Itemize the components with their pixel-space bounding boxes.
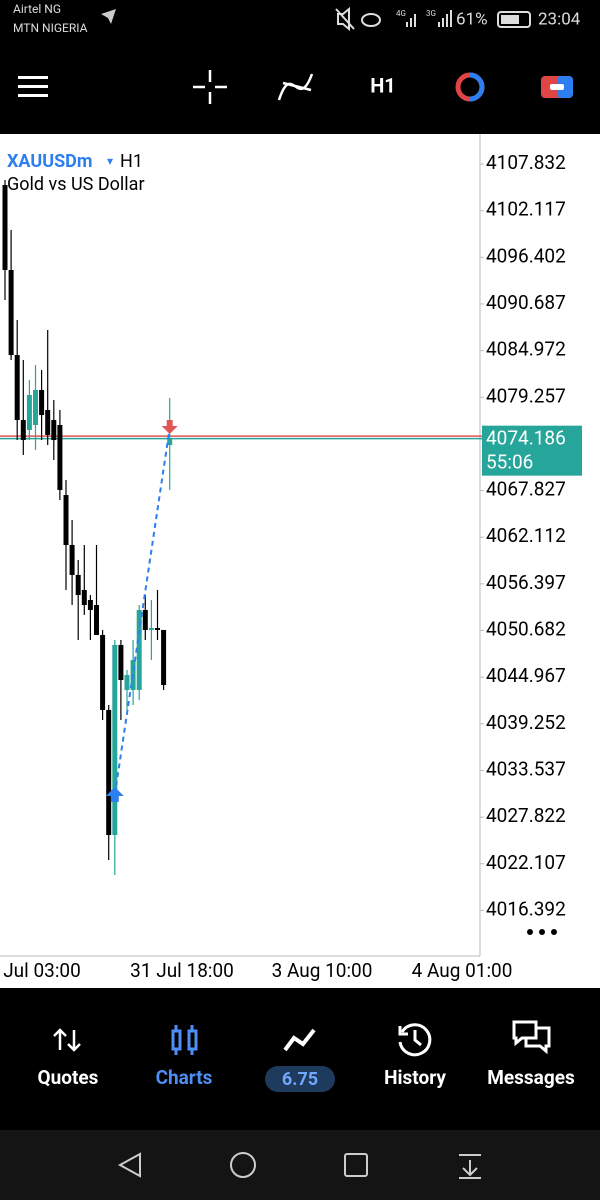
candle-body: [75, 574, 81, 596]
candle-body: [20, 420, 26, 441]
quotes-icon: [53, 1028, 81, 1052]
network: 4G: [396, 9, 406, 18]
y-tick-label: 4079.257: [486, 384, 566, 407]
battery: 61%: [456, 9, 488, 29]
candle-body: [45, 409, 51, 435]
more-button[interactable]: [527, 929, 557, 935]
bid-price: 4074.186: [486, 427, 566, 450]
candle-body: [69, 544, 75, 575]
mute-icon: [335, 6, 355, 32]
signal-icons: [406, 10, 452, 27]
candle-body: [118, 644, 124, 681]
candle-body: [94, 604, 99, 636]
messages-icon: [512, 1020, 551, 1055]
candle-body: [148, 628, 154, 630]
price-label-box: [482, 425, 582, 476]
nav-messages[interactable]: Messages: [487, 1066, 575, 1089]
candle-body: [106, 709, 112, 836]
candle-body: [33, 389, 38, 425]
nav-charts[interactable]: Charts: [156, 1066, 213, 1089]
trade-button-half: [469, 72, 485, 102]
candle-body: [161, 629, 167, 685]
buy-arrow: [105, 787, 124, 803]
candle-body: [14, 355, 20, 421]
nav-quotes[interactable]: Quotes: [38, 1066, 99, 1089]
charts-icon: [171, 1025, 198, 1055]
y-tick-label: 4050.682: [486, 618, 566, 641]
nav-history[interactable]: History: [384, 1066, 446, 1089]
trade-line: [113, 427, 171, 796]
candle-body: [39, 389, 45, 416]
x-tick-label: Jul 03:00: [3, 959, 81, 982]
y-tick-label: 4039.252: [486, 711, 566, 734]
y-tick-label: 4016.392: [486, 897, 566, 920]
y-tick-label: 4067.827: [486, 478, 566, 501]
system-nav: [0, 1130, 600, 1200]
y-tick-label: 4022.107: [486, 851, 566, 874]
nav-balance[interactable]: 6.75: [282, 1069, 318, 1090]
timeframe-button[interactable]: H1: [370, 73, 396, 97]
candle-body: [26, 394, 32, 430]
candle-body: [57, 424, 63, 490]
candle-body: [167, 437, 173, 445]
y-tick-label: 4084.972: [486, 338, 566, 361]
history-icon: [398, 1023, 432, 1057]
y-tick-label: 4090.687: [486, 291, 566, 314]
candle-body: [136, 609, 142, 690]
candle-body: [2, 185, 8, 270]
back-button[interactable]: [117, 1152, 141, 1178]
balance-pill: [265, 1066, 335, 1092]
y-tick-label: 4033.537: [486, 757, 566, 780]
candle-body: [112, 644, 118, 836]
symbol-menu[interactable]: ▾: [107, 154, 113, 168]
candle-body: [81, 589, 87, 605]
candle-body: [142, 609, 148, 630]
home-button[interactable]: [230, 1152, 256, 1178]
orders-button-half: [557, 76, 573, 98]
x-tick-label: 3 Aug 10:00: [272, 959, 373, 982]
chart-timeframe: H1: [120, 151, 143, 172]
candle-body: [63, 495, 69, 545]
candle-body: [124, 675, 130, 690]
battery-icon: [497, 11, 531, 28]
y-tick-label: 4056.397: [486, 571, 566, 594]
indicators-button[interactable]: [277, 73, 314, 101]
candle-body: [100, 635, 106, 710]
eye-icon: [361, 13, 381, 27]
y-tick-label: 4027.822: [486, 804, 566, 827]
y-tick-label: 4062.112: [486, 524, 566, 547]
orders-icon: [550, 84, 564, 90]
carrier: MTN NIGERIA: [13, 21, 88, 35]
candle-body: [155, 628, 160, 630]
x-tick-label: 31 Jul 18:00: [130, 959, 234, 982]
menu-button[interactable]: [18, 76, 48, 97]
trade-icon: [283, 1028, 316, 1052]
symbol-description: Gold vs US Dollar: [7, 174, 145, 195]
x-tick-label: 4 Aug 01:00: [412, 959, 513, 982]
y-tick-label: 4044.967: [486, 664, 566, 687]
chart-area: [0, 134, 600, 988]
bar-timer: 55:06: [486, 451, 533, 474]
crosshair-button[interactable]: [193, 70, 227, 104]
sell-arrow: [161, 420, 178, 435]
candle-body: [51, 420, 57, 441]
candle-body: [8, 269, 14, 356]
y-tick-label: 4102.117: [486, 198, 566, 221]
candle-body: [87, 600, 93, 610]
recents-button[interactable]: [344, 1153, 368, 1177]
send-icon: [101, 9, 116, 24]
network: 3G: [426, 9, 436, 18]
carrier: Airtel NG: [13, 2, 61, 16]
symbol[interactable]: XAUUSDm: [7, 151, 92, 172]
y-tick-label: 4096.402: [486, 244, 566, 267]
battery-level: [501, 15, 519, 24]
notifications-button[interactable]: [459, 1154, 481, 1179]
y-tick-label: 4107.832: [486, 151, 566, 174]
clock: 23:04: [538, 9, 581, 29]
